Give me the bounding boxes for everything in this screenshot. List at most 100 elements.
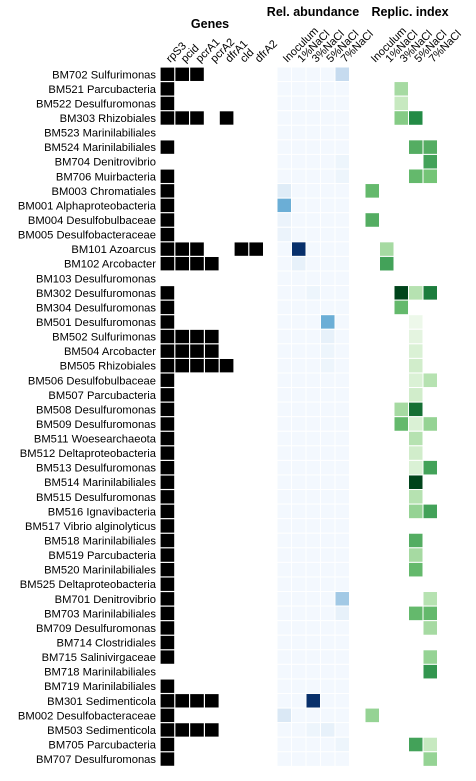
replication-cell (393, 416, 409, 432)
row-label: BM701 Denitrovibrio (55, 594, 156, 606)
abundance-cell (291, 357, 307, 374)
abundance-cell (276, 634, 292, 651)
abundance-cell (334, 153, 350, 170)
abundance-cell (305, 605, 321, 622)
abundance-cell (305, 474, 321, 491)
abundance-cell (334, 357, 350, 374)
replication-cell (422, 459, 438, 476)
abundance-cell (320, 736, 336, 753)
abundance-cell (320, 124, 336, 141)
abundance-cell (305, 693, 321, 709)
abundance-cell (276, 459, 292, 476)
row-label: BM707 Desulfuromonas (36, 754, 156, 766)
abundance-cell (305, 110, 321, 126)
gene-presence-cell (160, 562, 175, 577)
abundance-cell (320, 139, 336, 155)
abundance-cell (334, 197, 350, 214)
abundance-panel-title: Rel. abundance (267, 5, 359, 19)
abundance-cell (291, 678, 307, 695)
gene-presence-cell (160, 548, 175, 562)
abundance-cell (334, 678, 350, 695)
abundance-cell (305, 81, 321, 97)
column-label: dfrA2 (253, 38, 280, 65)
abundance-cell (276, 591, 292, 607)
replication-cell (408, 139, 424, 155)
abundance-cell (320, 168, 336, 185)
replication-cell (408, 474, 424, 491)
row-label: BM301 Sedimenticola (47, 696, 157, 708)
abundance-cell (305, 532, 321, 549)
abundance-cell (276, 547, 292, 563)
replication-cell (408, 445, 424, 461)
abundance-cell (334, 95, 350, 112)
abundance-cell (334, 124, 350, 141)
abundance-cell (291, 649, 307, 665)
gene-presence-cell (190, 257, 204, 271)
abundance-cell (276, 561, 292, 578)
replication-cell (422, 736, 438, 753)
abundance-cell (305, 722, 321, 738)
abundance-cell (320, 285, 336, 301)
replication-cell (408, 430, 424, 447)
abundance-cell (305, 751, 321, 767)
gene-presence-cell (190, 359, 204, 373)
abundance-cell (291, 343, 307, 359)
abundance-cell (276, 387, 292, 403)
replication-cell (408, 168, 424, 185)
abundance-cell (320, 547, 336, 563)
gene-presence-cell (175, 67, 189, 81)
replication-cell (393, 299, 409, 316)
abundance-cell (305, 212, 321, 228)
row-label: BM004 Desulfobulbaceae (28, 215, 156, 227)
row-label: BM524 Marinilabiliales (44, 142, 156, 154)
abundance-cell (334, 649, 350, 665)
replication-cell (408, 285, 424, 301)
abundance-cell (320, 503, 336, 520)
abundance-cell (334, 489, 350, 505)
row-label: BM513 Desulfuromonas (36, 463, 156, 475)
gene-presence-cell (205, 257, 219, 271)
abundance-cell (276, 649, 292, 665)
abundance-cell (291, 226, 307, 243)
gene-presence-cell (190, 329, 204, 344)
abundance-cell (276, 183, 292, 199)
abundance-cell (334, 168, 350, 185)
abundance-cell (276, 751, 292, 767)
abundance-cell (276, 430, 292, 447)
row-label: BM302 Desulfuromonas (36, 288, 156, 300)
replication-cell (408, 387, 424, 403)
abundance-cell (305, 285, 321, 301)
gene-presence-cell (160, 67, 175, 81)
gene-presence-cell (190, 723, 204, 737)
abundance-cell (276, 663, 292, 680)
abundance-cell (305, 459, 321, 476)
abundance-cell (320, 110, 336, 126)
abundance-cell (320, 357, 336, 374)
abundance-cell (276, 576, 292, 593)
abundance-cell (334, 416, 350, 432)
replication-cell (422, 285, 438, 301)
abundance-cell (334, 401, 350, 418)
row-label: BM706 Muirbacteria (56, 171, 157, 183)
abundance-cell (276, 241, 292, 257)
abundance-cell (291, 591, 307, 607)
genes-panel-title: Genes (191, 17, 229, 31)
abundance-cell (334, 663, 350, 680)
replication-cell (364, 212, 380, 228)
abundance-cell (276, 255, 292, 272)
replication-cell (422, 649, 438, 665)
abundance-cell (334, 693, 350, 709)
replication-cell (422, 663, 438, 680)
abundance-cell (320, 95, 336, 112)
abundance-cell (334, 387, 350, 403)
gene-presence-cell (190, 242, 204, 256)
abundance-cell (305, 489, 321, 505)
gene-presence-cell (160, 431, 175, 446)
abundance-cell (291, 445, 307, 461)
abundance-cell (291, 547, 307, 563)
abundance-cell (291, 751, 307, 767)
replication-cell (393, 95, 409, 112)
abundance-cell (305, 357, 321, 374)
